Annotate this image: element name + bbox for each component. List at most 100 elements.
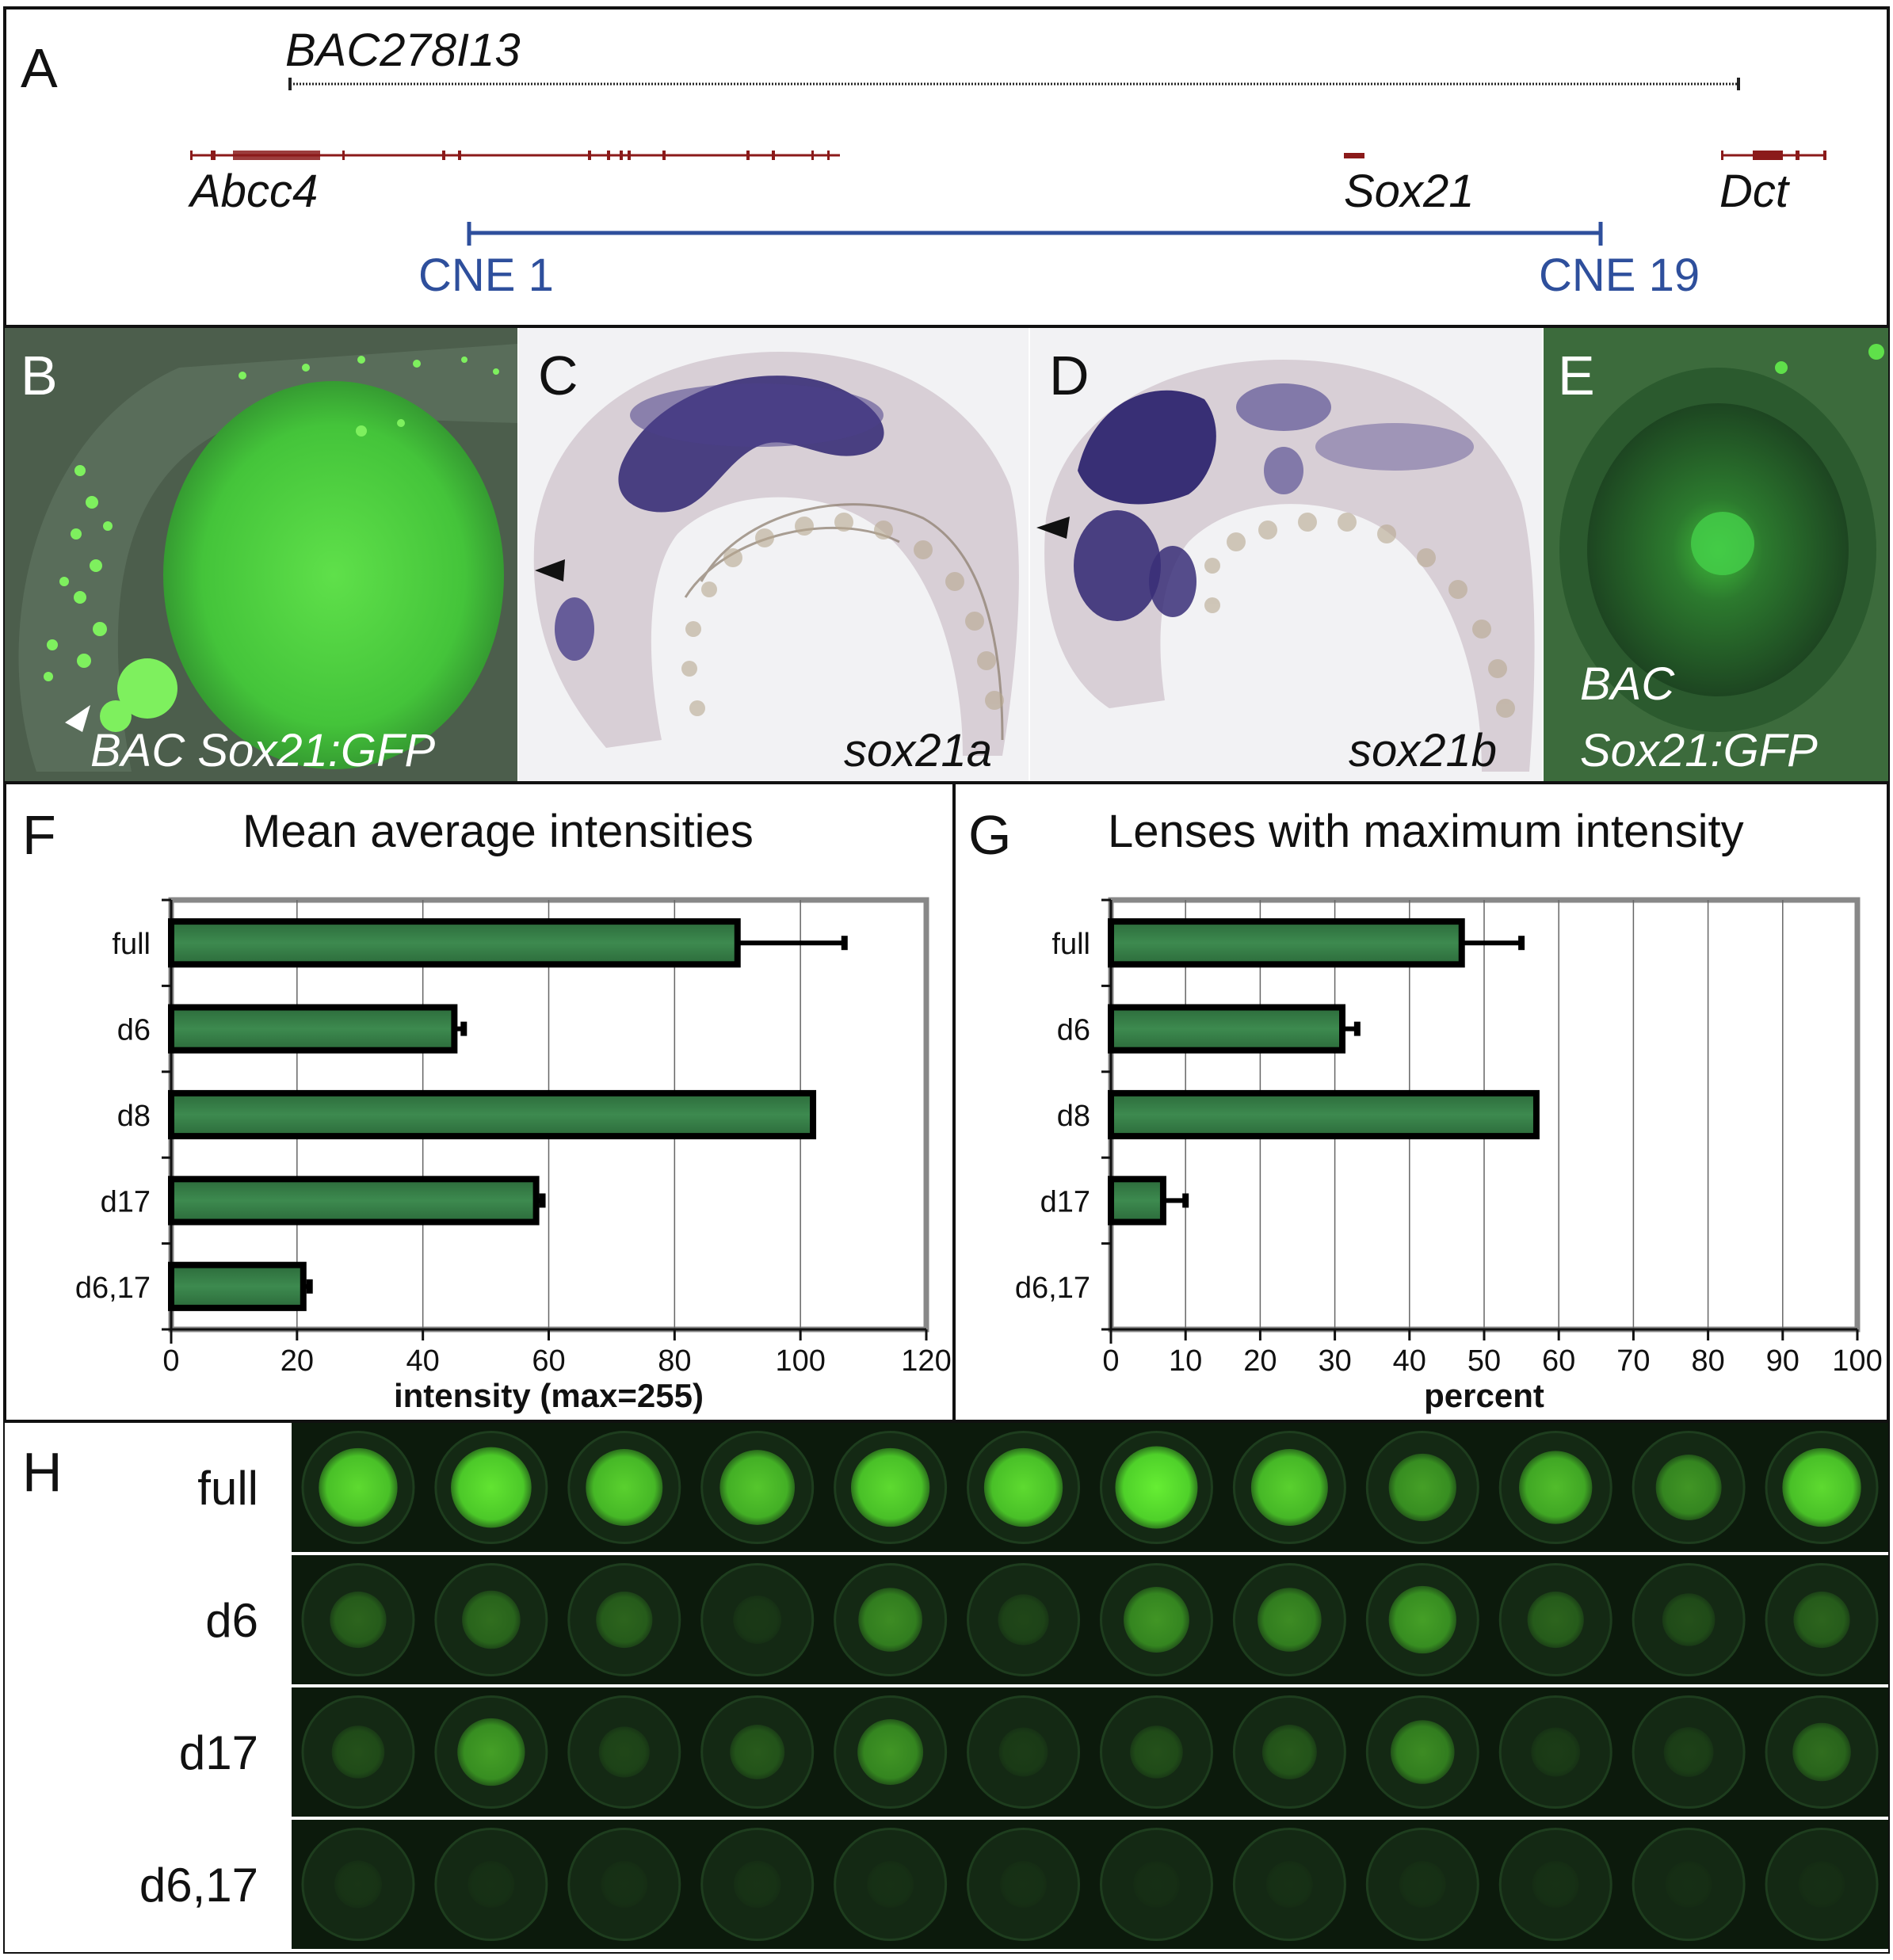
category-label: d6: [117, 1014, 151, 1047]
lens-row-background: [292, 1423, 1888, 1552]
lens: [733, 1596, 782, 1644]
panel-c-letter: C: [538, 345, 578, 406]
panel-e-caption-line1: BAC: [1580, 658, 1675, 710]
lens: [1792, 1722, 1851, 1782]
panel-h-lens-grid: [292, 1423, 1888, 1949]
lens: [1519, 1451, 1593, 1524]
category-label: d6,17: [1015, 1272, 1090, 1305]
panel-d-caption: sox21b: [1349, 725, 1498, 776]
lens-row-label: d17: [178, 1726, 258, 1779]
lens: [1133, 1861, 1180, 1908]
lens: [857, 1719, 924, 1785]
panel-g-letter: G: [968, 804, 1012, 866]
lens: [457, 1718, 525, 1786]
panel-h-letter: H: [22, 1441, 63, 1503]
category-label: d6,17: [75, 1272, 151, 1305]
bar: [168, 1089, 817, 1140]
divider-images: [3, 781, 1890, 784]
x-tick-label: 0: [162, 1344, 179, 1378]
lens-row-background: [292, 1555, 1888, 1684]
lens: [1793, 1591, 1850, 1649]
x-tick-label: 100: [775, 1344, 825, 1378]
lens: [331, 1725, 385, 1779]
x-tick-label: 40: [1393, 1344, 1426, 1378]
bar: [1108, 1176, 1166, 1226]
lens: [1388, 1453, 1456, 1522]
panel-g-chart: 0 10 20 30 40 50 60 70 80 90 100 percent full d6 d8 d17…: [1015, 897, 1883, 1414]
panel-e-eye-image: [1544, 328, 1888, 783]
bar: [168, 1176, 540, 1226]
category-label: d8: [1057, 1100, 1090, 1133]
lens: [1666, 1861, 1712, 1908]
x-tick-label: 20: [1243, 1344, 1277, 1378]
lens: [1000, 1860, 1048, 1909]
x-tick-label: 20: [281, 1344, 314, 1378]
lens: [1250, 1449, 1328, 1526]
lens: [1399, 1860, 1446, 1909]
x-tick-label: 100: [1832, 1344, 1882, 1378]
lens: [1531, 1727, 1581, 1777]
lens-row-label: full: [197, 1462, 258, 1515]
lens: [850, 1447, 930, 1527]
lens: [1799, 1861, 1845, 1908]
lens: [1663, 1727, 1714, 1777]
category-label: full: [1051, 928, 1090, 961]
divider-fg: [952, 783, 956, 1421]
gene-label-abcc4: Abcc4: [190, 166, 319, 217]
bar: [1108, 1089, 1540, 1140]
lens: [1258, 1588, 1322, 1652]
lens: [462, 1590, 521, 1649]
bac-label: BAC278I13: [285, 25, 521, 76]
panel-e-letter: E: [1558, 345, 1595, 406]
lens-row-background: [292, 1687, 1888, 1817]
panel-f-chart: 0 20 40 60 80 100 120 intensity (max=255) full d6…: [75, 897, 952, 1414]
x-tick-label: 30: [1318, 1344, 1351, 1378]
lens: [334, 1860, 382, 1909]
lens: [733, 1860, 781, 1909]
category-label: d17: [101, 1185, 151, 1218]
x-tick-label: 120: [901, 1344, 951, 1378]
lens: [983, 1447, 1063, 1527]
panel-h: H full d6 d17 d6,17: [5, 1423, 1888, 1952]
bar: [168, 1261, 307, 1311]
category-label: d6: [1057, 1014, 1090, 1047]
lens: [1527, 1591, 1584, 1649]
lens: [1662, 1593, 1716, 1646]
bar: [1108, 1004, 1346, 1054]
panel-f: F Mean average intensities 0 20 40 60 80 100 1…: [5, 784, 952, 1420]
lens: [1655, 1455, 1722, 1520]
x-tick-label: 70: [1616, 1344, 1650, 1378]
category-label: d17: [1040, 1185, 1090, 1218]
panel-g-title: Lenses with maximum intensity: [1108, 806, 1744, 857]
lens: [998, 1594, 1049, 1645]
sox21-gene-track: [1344, 153, 1364, 158]
lens: [596, 1591, 653, 1649]
divider-h: [3, 1420, 1890, 1423]
lens: [1130, 1725, 1183, 1779]
panel-e-caption-line2: Sox21:GFP: [1580, 725, 1818, 776]
x-axis-label: intensity (max=255): [394, 1377, 704, 1414]
dct-gene-track: [1721, 151, 1826, 160]
arrowhead-d: [1036, 517, 1070, 539]
panel-d: D sox21b: [1030, 328, 1542, 783]
lens: [998, 1727, 1048, 1777]
x-tick-label: 0: [1102, 1344, 1119, 1378]
panel-d-embryo-image: [1036, 360, 1535, 772]
lens: [330, 1591, 387, 1649]
cne-left-label: CNE 1: [418, 250, 554, 301]
lens: [319, 1447, 398, 1527]
lens-row-label: d6: [205, 1594, 258, 1647]
lens: [468, 1860, 515, 1909]
lens: [1532, 1860, 1579, 1909]
x-tick-label: 10: [1169, 1344, 1202, 1378]
lens: [451, 1447, 532, 1528]
x-tick-label: 50: [1467, 1344, 1501, 1378]
lens: [1123, 1587, 1189, 1653]
panel-a-letter: A: [21, 37, 58, 99]
lens-ring: [1099, 1828, 1213, 1941]
lens: [867, 1860, 914, 1909]
arrowhead-c: [535, 559, 565, 582]
x-tick-label: 40: [406, 1344, 440, 1378]
x-tick-label: 60: [532, 1344, 565, 1378]
category-label: d8: [117, 1100, 151, 1133]
